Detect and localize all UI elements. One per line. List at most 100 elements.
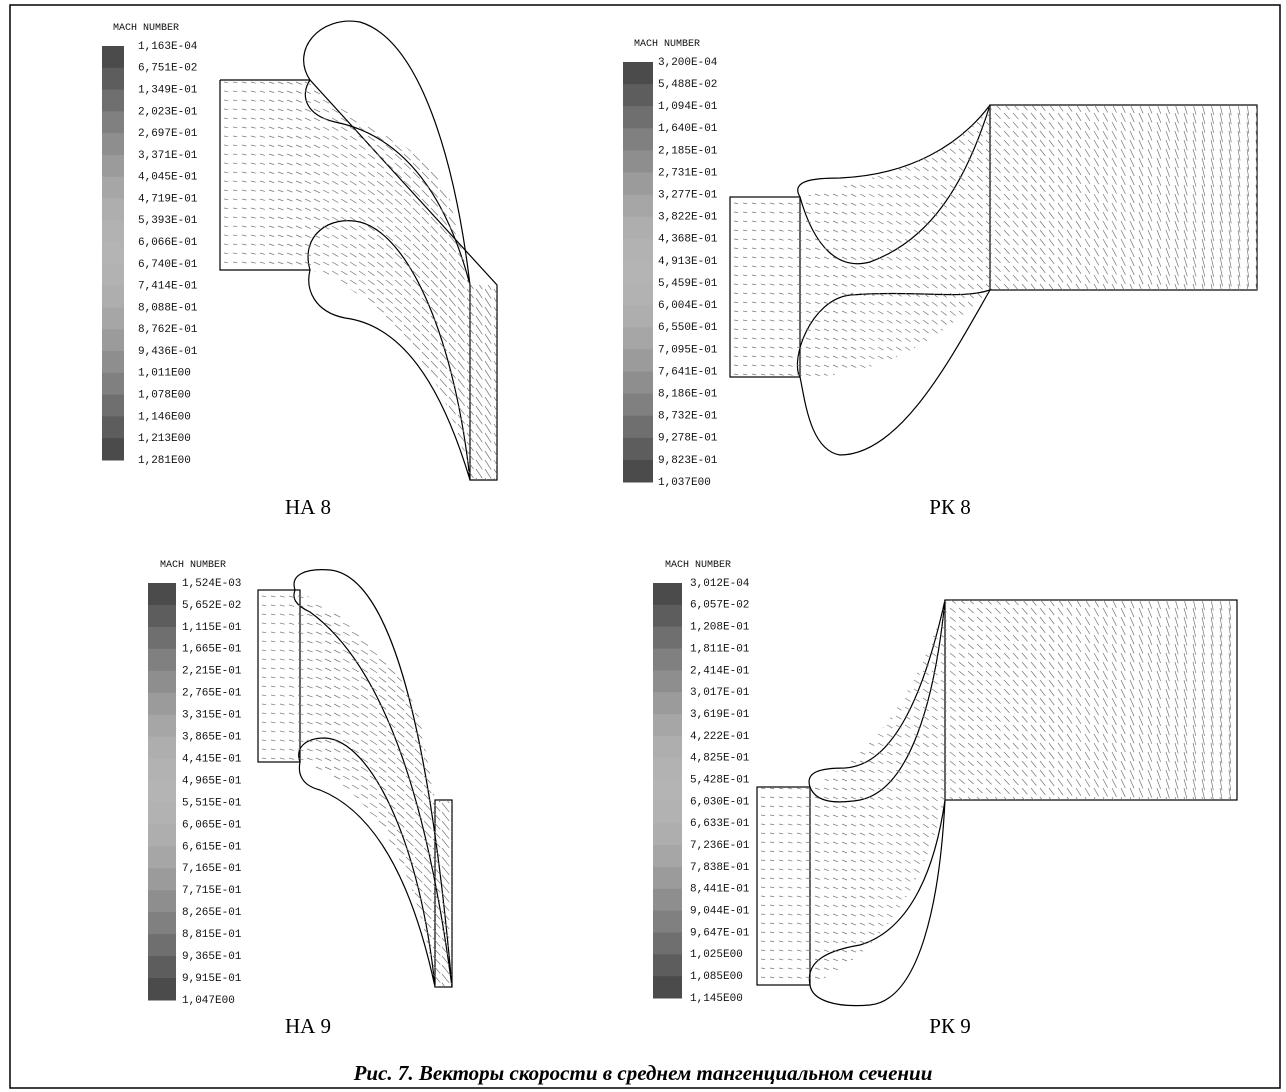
vector [449,334,456,342]
vector [1139,149,1143,158]
vector [1004,122,1010,128]
vector [334,650,340,653]
vector [271,992,275,993]
vector [379,812,386,817]
vector [1112,320,1117,329]
vector [350,163,357,167]
vector [1049,293,1054,300]
vector [761,374,765,375]
vector [377,271,384,276]
vector [323,379,329,382]
vector [932,158,938,162]
vector [950,455,956,460]
vector [734,113,738,114]
vector [280,929,285,930]
vector [743,446,747,447]
vector [743,275,747,276]
vector [986,140,992,146]
vector [1067,167,1072,175]
vector [449,406,456,414]
vector [388,785,395,791]
vector [379,893,386,898]
vector [404,109,411,115]
vector [298,884,303,886]
vector [278,199,283,201]
vector [298,668,303,670]
vector [467,109,473,118]
vector [1067,221,1072,229]
vector [379,911,386,916]
vector [260,145,265,146]
vector [271,578,275,579]
vector [395,262,402,268]
legend-swatch [623,394,653,417]
vector [370,659,377,664]
vector [761,104,765,105]
vector [298,650,303,652]
vector [359,181,366,185]
vector [278,298,283,300]
vector [296,235,302,237]
vector [779,230,784,231]
vector [1067,311,1072,319]
vector [415,605,422,612]
geometry-rk9 [757,600,1237,1006]
vector [770,131,774,132]
vector [260,370,265,371]
vector [260,271,265,272]
vector [1121,113,1125,122]
vector [494,136,500,146]
vector [359,82,366,86]
vector [289,920,294,921]
vector [361,569,368,573]
vector [242,136,247,137]
vector [278,64,283,66]
vector [323,64,329,67]
vector [1157,158,1161,168]
vector [923,185,929,189]
vector [397,776,404,782]
vector [752,140,756,141]
vector [305,397,311,400]
vector [1085,320,1090,328]
vector [377,109,384,114]
vector [314,361,320,364]
vector [1004,293,1010,299]
vector [379,650,386,655]
vector [887,212,892,215]
vector [1076,158,1081,166]
vector [305,64,311,67]
vector [905,194,911,198]
vector [869,437,874,440]
vector [1184,392,1187,402]
vector [224,235,228,236]
vector [1049,122,1054,129]
vector [352,992,359,996]
vector [1049,212,1054,219]
vector [467,199,473,208]
vector [260,64,265,65]
vector [431,226,438,233]
vector [959,140,965,145]
vector [905,104,911,108]
vector [1202,392,1205,403]
vector [260,442,265,443]
vector [242,469,247,470]
vector [1031,122,1036,129]
vector [1148,410,1152,420]
vector [388,713,395,719]
vector [343,884,350,888]
legend-swatch [623,239,653,262]
vector [359,163,366,167]
vector [959,329,965,334]
vector [332,73,338,77]
vector [415,857,422,864]
vector [278,388,283,390]
vector [287,316,293,318]
vector [397,713,404,719]
vector [770,347,774,348]
vector [370,920,377,925]
vector [1256,302,1258,314]
vector [815,401,820,403]
vector [842,338,847,340]
